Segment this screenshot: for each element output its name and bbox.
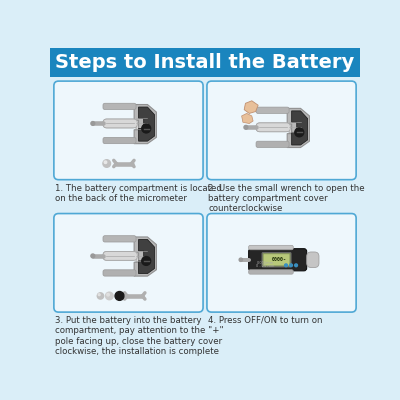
Circle shape: [285, 264, 288, 267]
Polygon shape: [138, 107, 154, 141]
Polygon shape: [138, 240, 154, 274]
Text: 1. The battery compartment is located
on the back of the micrometer: 1. The battery compartment is located on…: [56, 184, 222, 203]
Text: 4. Press OFF/ON to turn on: 4. Press OFF/ON to turn on: [208, 316, 323, 325]
Text: 2. Use the small wrench to open the
battery compartment cover
counterclockwise: 2. Use the small wrench to open the batt…: [208, 184, 365, 213]
FancyBboxPatch shape: [103, 137, 136, 144]
Polygon shape: [134, 237, 156, 276]
FancyBboxPatch shape: [256, 107, 289, 114]
Polygon shape: [292, 111, 308, 145]
Circle shape: [244, 126, 248, 129]
FancyBboxPatch shape: [103, 103, 136, 110]
Circle shape: [295, 128, 304, 137]
Circle shape: [107, 294, 109, 296]
Polygon shape: [242, 114, 253, 124]
FancyBboxPatch shape: [103, 252, 136, 260]
FancyBboxPatch shape: [103, 119, 136, 128]
FancyBboxPatch shape: [249, 270, 293, 274]
Text: 0000-: 0000-: [272, 257, 287, 262]
FancyBboxPatch shape: [136, 115, 148, 132]
Circle shape: [106, 292, 113, 300]
FancyBboxPatch shape: [207, 214, 356, 312]
Circle shape: [104, 161, 107, 164]
Circle shape: [142, 124, 151, 133]
FancyBboxPatch shape: [50, 77, 360, 356]
Circle shape: [115, 292, 124, 300]
FancyBboxPatch shape: [103, 119, 137, 128]
FancyBboxPatch shape: [103, 252, 137, 260]
FancyBboxPatch shape: [307, 252, 319, 268]
Text: Steps to Install the Battery: Steps to Install the Battery: [55, 53, 355, 72]
Circle shape: [295, 264, 298, 267]
Circle shape: [103, 160, 110, 167]
FancyBboxPatch shape: [136, 248, 148, 264]
FancyBboxPatch shape: [103, 270, 136, 276]
FancyBboxPatch shape: [256, 123, 290, 132]
FancyBboxPatch shape: [50, 48, 360, 77]
Text: 0.001mm: 0.001mm: [256, 260, 274, 264]
FancyBboxPatch shape: [54, 81, 203, 180]
FancyBboxPatch shape: [262, 252, 291, 267]
Polygon shape: [134, 104, 156, 144]
FancyBboxPatch shape: [54, 214, 203, 312]
FancyBboxPatch shape: [256, 141, 289, 148]
Circle shape: [97, 293, 104, 299]
Circle shape: [91, 122, 95, 125]
Text: 3. Put the battery into the battery
compartment, pay attention to the "+"
pole f: 3. Put the battery into the battery comp…: [56, 316, 224, 356]
FancyBboxPatch shape: [103, 236, 136, 242]
Text: 0 - 25 mm: 0 - 25 mm: [256, 264, 275, 268]
Circle shape: [290, 264, 292, 267]
FancyBboxPatch shape: [249, 245, 293, 250]
FancyBboxPatch shape: [264, 254, 289, 265]
FancyBboxPatch shape: [207, 81, 356, 180]
Polygon shape: [244, 101, 258, 114]
FancyBboxPatch shape: [249, 249, 307, 271]
Circle shape: [98, 294, 100, 296]
Circle shape: [91, 254, 95, 258]
FancyBboxPatch shape: [289, 119, 300, 136]
Circle shape: [142, 256, 151, 265]
Polygon shape: [287, 108, 310, 148]
FancyBboxPatch shape: [256, 123, 289, 132]
Circle shape: [239, 258, 242, 262]
